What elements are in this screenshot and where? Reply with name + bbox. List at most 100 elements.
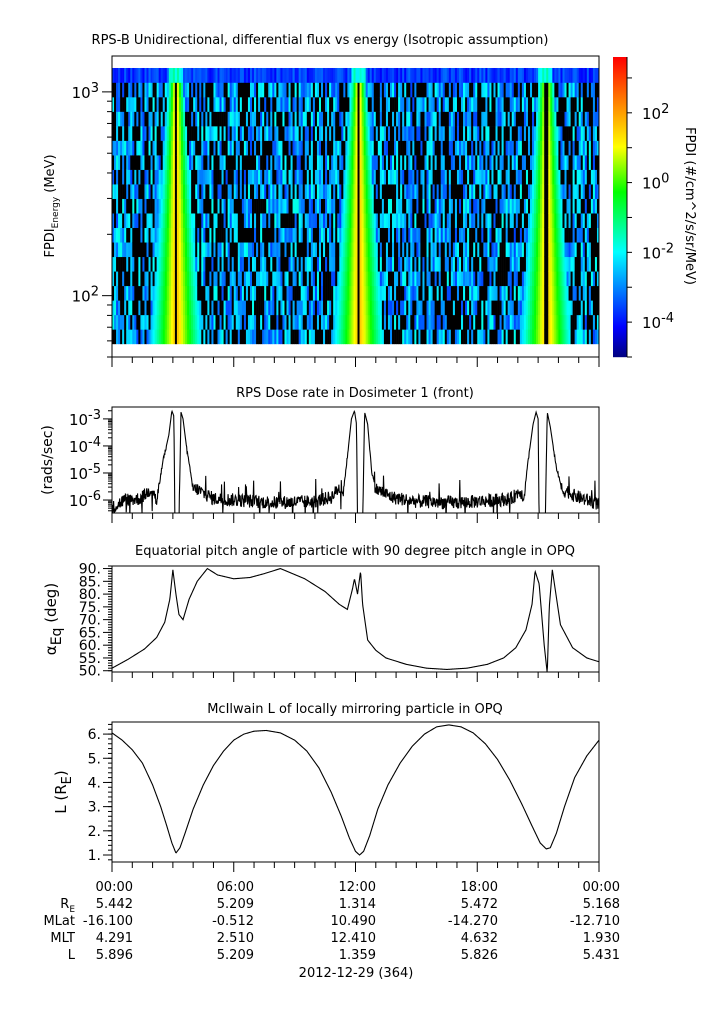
heatmap-cell	[126, 97, 129, 112]
heatmap-cell	[209, 314, 212, 330]
heatmap-cell	[333, 242, 336, 258]
heatmap-cell	[373, 271, 377, 287]
heatmap-cell	[511, 300, 515, 316]
heatmap-cell	[223, 169, 226, 185]
heatmap-cell	[286, 198, 289, 214]
heatmap-cell	[410, 242, 413, 258]
colorbar-swatch	[613, 312, 627, 314]
colorbar-swatch	[613, 286, 627, 288]
heatmap-cell	[241, 184, 245, 199]
heatmap-cell	[562, 213, 565, 229]
heatmap-cell	[402, 126, 405, 141]
heatmap-cell	[310, 213, 314, 229]
heatmap-cell	[112, 155, 115, 170]
heatmap-cell	[138, 140, 141, 156]
heatmap-cell	[404, 227, 407, 243]
heatmap-cell	[448, 198, 452, 214]
heatmap-cell	[152, 111, 155, 127]
heatmap-cell	[264, 169, 267, 185]
heatmap-cell	[126, 314, 129, 330]
heatmap-cell	[446, 314, 450, 330]
heatmap-cell	[276, 126, 279, 141]
heatmap-cell	[503, 300, 506, 316]
heatmap-cell	[558, 126, 561, 141]
colorbar-swatch	[613, 229, 627, 231]
heatmap-cell	[223, 300, 226, 316]
heatmap-cell	[377, 329, 381, 345]
heatmap-cell	[392, 111, 395, 127]
heatmap-cell	[375, 155, 379, 170]
heatmap-cell	[540, 242, 543, 258]
heatmap-cell	[483, 97, 486, 112]
heatmap-cell	[280, 140, 283, 156]
colorbar-swatch	[613, 149, 627, 151]
heatmap-cell	[282, 198, 285, 214]
heatmap-cell	[556, 242, 559, 258]
heatmap-cell	[221, 314, 224, 330]
heatmap-cell	[227, 198, 230, 214]
heatmap-cell	[558, 198, 561, 214]
heatmap-cell	[221, 271, 224, 287]
heatmap-cell	[566, 140, 569, 156]
heatmap-cell	[414, 256, 417, 272]
heatmap-cell	[294, 213, 297, 229]
colorbar-swatch	[613, 329, 627, 331]
heatmap-cell	[207, 198, 210, 214]
heatmap-cell	[280, 67, 283, 83]
heatmap-cell	[495, 271, 498, 287]
heatmap-cell	[116, 329, 119, 345]
heatmap-cell	[318, 242, 322, 258]
colorbar-swatch	[613, 323, 627, 325]
heatmap-cell	[353, 184, 356, 199]
heatmap-cell	[241, 111, 245, 127]
heatmap-cell	[458, 227, 462, 243]
heatmap-cell	[467, 155, 470, 170]
heatmap-cell	[576, 314, 580, 330]
heatmap-cell	[156, 82, 159, 98]
heatmap-cell	[434, 329, 437, 345]
heatmap-cell	[144, 111, 147, 127]
heatmap-cell	[418, 97, 421, 112]
heatmap-cell	[116, 300, 119, 316]
heatmap-cell	[290, 329, 293, 345]
heatmap-cell	[554, 111, 557, 127]
heatmap-cell	[475, 126, 478, 141]
heatmap-cell	[538, 198, 541, 214]
heatmap-cell	[371, 111, 375, 127]
heatmap-cell	[390, 82, 393, 98]
heatmap-cell	[558, 300, 561, 316]
heatmap-cell	[477, 227, 480, 243]
heatmap-cell	[428, 285, 431, 301]
heatmap-cell	[304, 82, 308, 98]
heatmap-cell	[487, 242, 490, 258]
colorbar-swatch	[613, 221, 627, 223]
heatmap-cell	[264, 285, 267, 301]
heatmap-cell	[456, 329, 460, 345]
heatmap-cell	[189, 329, 192, 345]
colorbar-tick-label: 100	[642, 172, 669, 193]
heatmap-cell	[467, 169, 470, 185]
heatmap-cell	[564, 140, 567, 156]
heatmap-cell	[329, 111, 332, 127]
heatmap-cell	[158, 227, 161, 243]
heatmap-cell	[282, 169, 285, 185]
heatmap-cell	[321, 97, 324, 112]
heatmap-cell	[410, 314, 413, 330]
heatmap-cell	[527, 198, 531, 214]
heatmap-cell	[176, 256, 180, 272]
heatmap-cell	[325, 155, 328, 170]
heatmap-cell	[225, 184, 228, 199]
heatmap-cell	[544, 213, 547, 229]
heatmap-cell	[290, 314, 293, 330]
heatmap-cell	[124, 140, 127, 156]
heatmap-cell	[588, 82, 592, 98]
heatmap-cell	[280, 242, 283, 258]
heatmap-cell	[120, 227, 123, 243]
heatmap-cell	[558, 256, 561, 272]
heatmap-cell	[335, 184, 338, 199]
heatmap-cell	[266, 97, 269, 112]
heatmap-cell	[321, 271, 324, 287]
heatmap-cell	[290, 140, 293, 156]
heatmap-cell	[306, 111, 310, 127]
heatmap-cell	[596, 198, 600, 214]
